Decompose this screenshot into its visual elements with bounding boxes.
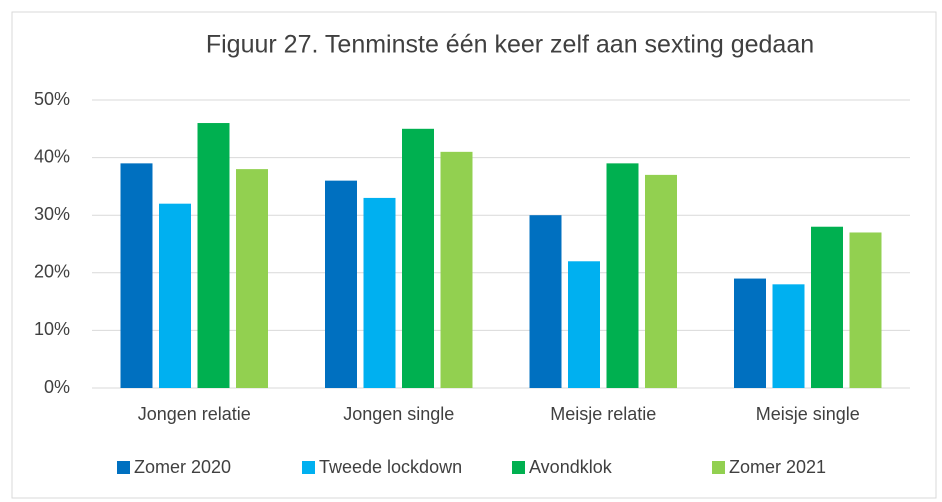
bar [197, 123, 230, 388]
y-tick-label: 10% [34, 319, 70, 339]
bar [568, 261, 600, 388]
bar [325, 180, 357, 388]
y-tick-label: 0% [44, 377, 70, 397]
bar [363, 197, 396, 388]
chart-title: Figuur 27. Tenminste één keer zelf aan s… [206, 31, 814, 59]
legend-label: Zomer 2021 [729, 457, 826, 477]
legend-swatch [512, 461, 525, 474]
x-tick-label: Jongen single [343, 404, 454, 424]
bar [159, 203, 191, 388]
y-tick-label: 30% [34, 204, 70, 224]
legend-label: Tweede lockdown [319, 457, 462, 477]
bar [645, 174, 677, 388]
bar [811, 226, 843, 388]
y-tick-label: 40% [34, 146, 70, 166]
bar [529, 215, 562, 388]
y-tick-label: 50% [34, 89, 70, 109]
bar [849, 232, 882, 388]
y-tick-label: 20% [34, 262, 70, 282]
bar [734, 278, 766, 388]
legend-swatch [302, 461, 315, 474]
x-tick-label: Jongen relatie [138, 404, 251, 424]
x-tick-label: Meisje relatie [550, 404, 656, 424]
bar [236, 169, 268, 388]
legend-label: Avondklok [529, 457, 613, 477]
legend-swatch [712, 461, 725, 474]
bar [120, 163, 153, 388]
bar [440, 151, 473, 388]
legend-swatch [117, 461, 130, 474]
legend-label: Zomer 2020 [134, 457, 231, 477]
bar [606, 163, 639, 388]
bar [402, 128, 434, 389]
bar [772, 284, 805, 388]
x-tick-label: Meisje single [756, 404, 860, 424]
